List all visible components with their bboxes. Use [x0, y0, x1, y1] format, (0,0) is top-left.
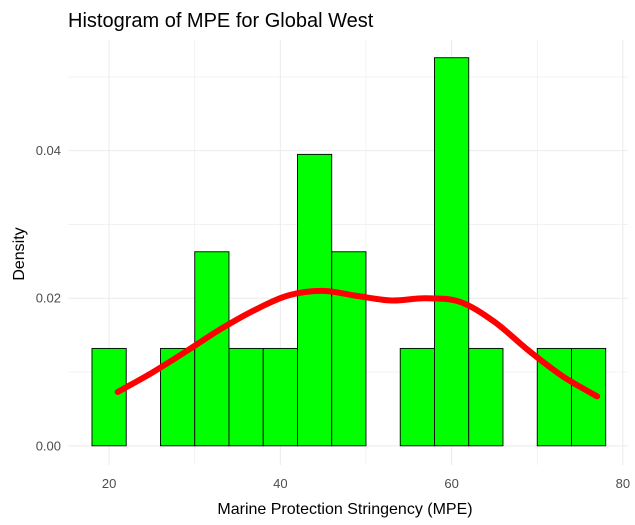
x-tick-label: 20 — [102, 476, 116, 491]
histogram-bar — [331, 251, 367, 447]
histogram-bar — [262, 347, 298, 447]
histogram-bar — [194, 251, 230, 447]
histogram-bar — [468, 347, 504, 447]
y-tick-label: 0.02 — [36, 291, 61, 306]
histogram-bar — [297, 153, 333, 447]
y-axis-title: Density — [11, 227, 28, 280]
histogram-bar — [434, 57, 470, 447]
histogram-bar — [91, 347, 127, 447]
x-tick-label: 80 — [616, 476, 630, 491]
histogram-bars — [91, 57, 607, 447]
x-axis-title: Marine Protection Stringency (MPE) — [217, 501, 472, 518]
density-curve — [114, 287, 601, 400]
y-tick-label: 0.00 — [36, 438, 61, 453]
chart-title: Histogram of MPE for Global West — [68, 10, 374, 32]
tick-labels: 20 40 60 80 0.00 0.02 0.04 — [36, 143, 630, 491]
x-tick-label: 40 — [273, 476, 287, 491]
histogram-bar — [571, 347, 607, 447]
histogram-bar — [228, 347, 264, 447]
x-tick-label: 60 — [444, 476, 458, 491]
y-tick-label: 0.04 — [36, 143, 61, 158]
density-curve-layer — [114, 287, 601, 400]
histogram-bar — [399, 347, 435, 447]
